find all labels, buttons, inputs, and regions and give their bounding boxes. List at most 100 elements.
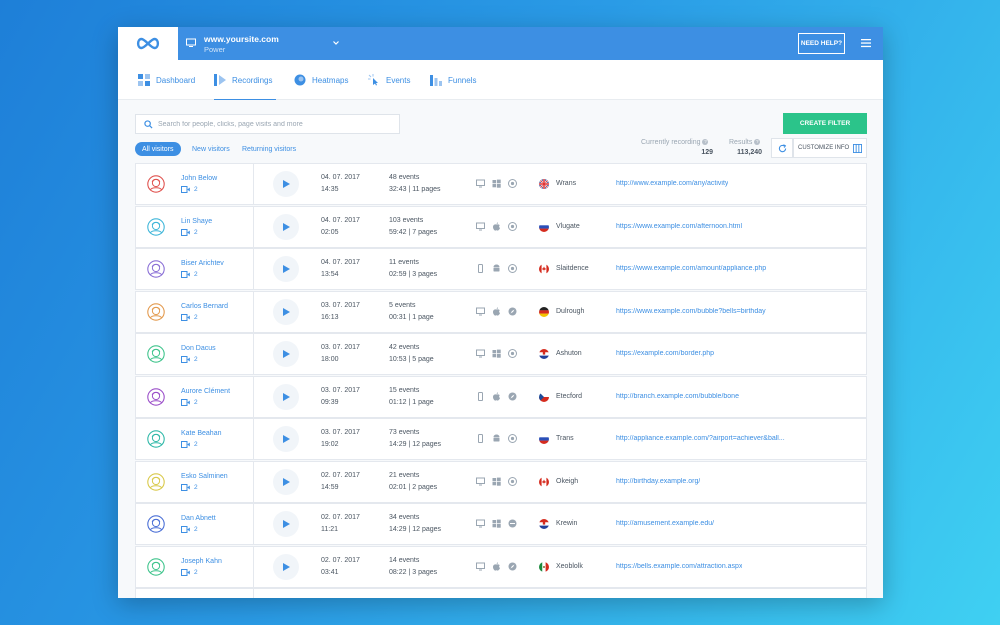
mobile-icon [478, 264, 483, 273]
chevron-down-icon[interactable] [332, 39, 340, 47]
visitor-name[interactable]: Lin Shaye [181, 217, 213, 225]
tab-label: Dashboard [156, 75, 196, 85]
visitor-cell[interactable]: Carlos Bernard 2 [136, 291, 254, 332]
page-url[interactable]: https://bells.example.com/attraction.asp… [616, 562, 743, 570]
visitor-name[interactable]: Joseph Kahn [181, 557, 222, 565]
filter-new-visitors[interactable]: New visitors [192, 145, 230, 153]
mx-flag-icon [539, 561, 549, 572]
desktop-icon [476, 307, 485, 315]
table-row[interactable]: Esko Salminen 2 02. 07. 2017 14:59 21 events… [135, 460, 867, 503]
results-label: Results ? [729, 139, 761, 146]
tab-recordings[interactable]: Recordings [214, 60, 277, 101]
page-url[interactable]: https://example.com/border.php [616, 350, 715, 357]
play-button[interactable] [273, 553, 299, 580]
table-row[interactable]: Aurore Clément 2 03. 07. 2017 09:39 15 event… [135, 375, 867, 418]
play-button[interactable] [273, 341, 299, 367]
visitor-cell[interactable]: Lin Shaye 2 [136, 206, 254, 247]
need-help-button[interactable]: NEED HELP? [798, 33, 845, 54]
table-row[interactable]: Joseph Kahn 2 02. 07. 2017 03:41 14 events 08… [135, 545, 867, 588]
visitor-name[interactable]: Don Dacus [181, 345, 216, 352]
table-row[interactable]: John Below 2 04. 07. 2017 14:35 48 events 32:… [135, 163, 867, 205]
desktop-icon [476, 222, 485, 230]
chrome-icon [508, 221, 517, 231]
hamburger-menu-icon[interactable] [860, 37, 872, 49]
customize-label: CUSTOMIZE INFO [798, 145, 850, 151]
main-nav: Dashboard Recordings Heatmaps Events [118, 60, 883, 101]
visitor-cell[interactable]: Biser Arichtev 2 [136, 249, 254, 289]
play-button[interactable] [273, 298, 299, 325]
logo[interactable] [118, 27, 178, 60]
page-url[interactable]: https://www.example.com/afternoon.html [616, 222, 743, 230]
play-button[interactable] [273, 511, 299, 537]
visitor-cell[interactable]: Joseph Kahn 2 [136, 546, 254, 587]
table-row[interactable]: Don Dacus 2 03. 07. 2017 18:00 42 events 10:5… [135, 333, 867, 375]
play-button[interactable] [273, 256, 299, 282]
search-box[interactable] [135, 114, 400, 134]
tab-dashboard[interactable]: Dashboard [138, 60, 195, 100]
tab-events[interactable]: Events [368, 60, 410, 100]
table-row[interactable]: Dan Abnett 2 02. 07. 2017 11:21 34 events 14:… [135, 503, 867, 545]
search-input[interactable] [158, 120, 398, 128]
visitor-cell[interactable]: Don Dacus 2 [136, 334, 254, 374]
table-row[interactable]: Biser Arichtev 2 04. 07. 2017 13:54 11 event… [135, 248, 867, 290]
de-flag-icon [539, 306, 549, 317]
session-date: 04. 07. 2017 [321, 174, 360, 181]
tab-heatmaps[interactable]: Heatmaps [294, 60, 348, 100]
visitor-name[interactable]: Biser Arichtev [181, 260, 224, 267]
table-row[interactable] [135, 588, 867, 598]
visitor-name[interactable]: Dan Abnett [181, 515, 216, 522]
filter-returning-visitors[interactable]: Returning visitors [242, 145, 297, 153]
visitor-name[interactable]: Esko Salminen [181, 472, 228, 480]
visitor-name[interactable]: Aurore Clément [181, 387, 231, 395]
recording-count: 2 [194, 271, 198, 278]
android-icon [493, 434, 500, 442]
play-button[interactable] [273, 213, 299, 240]
page-url[interactable]: https://www.example.com/bubble?bells=bir… [616, 307, 766, 315]
visitor-cell[interactable]: Kate Beahan 2 [136, 419, 254, 459]
recording-count: 2 [194, 483, 198, 491]
visitor-cell[interactable] [136, 589, 254, 598]
visitor-name[interactable]: Carlos Bernard [181, 302, 229, 310]
page-url[interactable]: http://www.example.com/any/activity [616, 180, 729, 187]
page-url[interactable]: http://amusement.example.edu/ [616, 520, 715, 527]
create-filter-button[interactable]: CREATE FILTER [783, 113, 867, 134]
visitor-name[interactable]: Kate Beahan [181, 430, 222, 437]
play-icon [283, 435, 290, 443]
page-url[interactable]: http://appliance.example.com/?airport=ac… [616, 435, 785, 442]
play-button[interactable] [273, 426, 299, 452]
refresh-button[interactable] [771, 138, 793, 158]
table-row[interactable]: Lin Shaye 2 04. 07. 2017 02:05 103 events 59:… [135, 205, 867, 248]
customize-info-button[interactable]: CUSTOMIZE INFO [793, 138, 867, 158]
visitor-cell[interactable]: Aurore Clément 2 [136, 376, 254, 417]
visitor-city: Xeoblolk [556, 562, 583, 570]
visitor-cell[interactable]: Dan Abnett 2 [136, 504, 254, 544]
filter-all-visitors[interactable]: All visitors [135, 142, 181, 156]
table-row[interactable]: Kate Beahan 2 03. 07. 2017 19:02 73 events 14… [135, 418, 867, 460]
desktop-icon [476, 349, 485, 358]
site-url[interactable]: www.yoursite.com [204, 34, 279, 44]
play-button[interactable] [273, 171, 299, 197]
mobile-icon [478, 391, 483, 401]
table-row[interactable]: Carlos Bernard 2 03. 07. 2017 16:13 5 events… [135, 290, 867, 333]
help-icon[interactable]: ? [702, 139, 709, 146]
visitor-name[interactable]: John Below [181, 175, 218, 182]
page-url[interactable]: http://birthday.example.org/ [616, 477, 701, 485]
play-button[interactable] [273, 468, 299, 495]
session-duration: 59:42 | 7 pages [389, 228, 438, 236]
event-count: 14 events [389, 556, 420, 564]
play-button[interactable] [273, 383, 299, 410]
visitor-cell[interactable]: Esko Salminen 2 [136, 461, 254, 502]
visitor-city: Dulrough [556, 307, 585, 315]
page-url[interactable]: https://www.example.com/amount/appliance… [616, 265, 767, 272]
windows-icon [492, 179, 501, 188]
tab-funnels[interactable]: Funnels [430, 60, 476, 100]
events-icon [368, 74, 378, 86]
visitor-city: Wrans [556, 180, 577, 187]
session-duration: 32:43 | 11 pages [389, 186, 441, 193]
visitor-cell[interactable]: John Below 2 [136, 164, 254, 204]
avatar [147, 557, 165, 576]
page-url[interactable]: http://branch.example.com/bubble/bone [616, 392, 739, 400]
columns-icon [853, 144, 862, 153]
currently-recording-label: Currently recording ? [641, 139, 709, 146]
help-icon[interactable]: ? [754, 139, 761, 146]
